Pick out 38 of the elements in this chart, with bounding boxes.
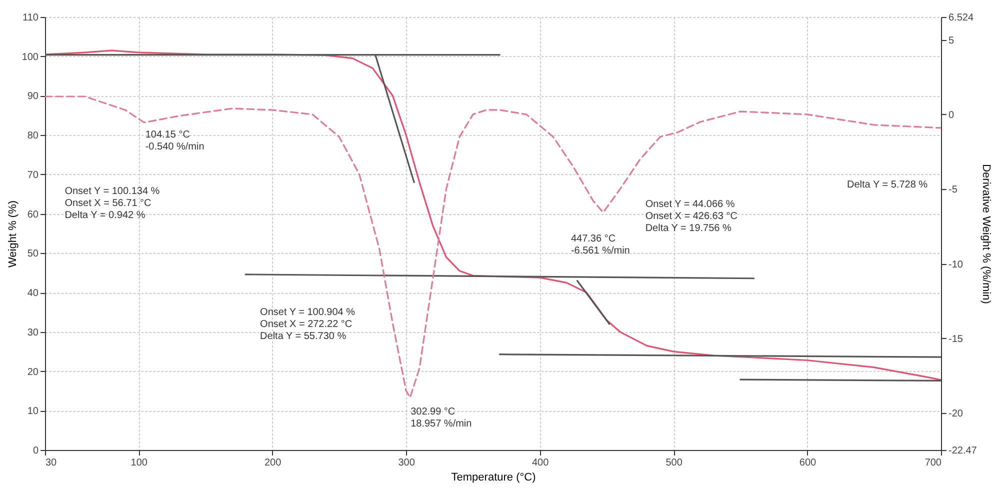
y-tick-label: 10 [27, 406, 39, 418]
y-tick-label: 60 [27, 209, 39, 220]
y-tick-label: 110 [22, 12, 39, 24]
y2-tick-label: -15 [948, 334, 964, 345]
x-tick-label: 200 [264, 458, 282, 468]
y2-tick-label: -5 [948, 184, 958, 196]
y-tick-label: 20 [27, 366, 39, 378]
x-tick-label: 300 [398, 458, 416, 468]
y-tick-label: 30 [27, 327, 39, 338]
y-tick-label: 50 [27, 248, 39, 260]
y2-tick-label: -22.47 [948, 446, 978, 456]
y2-tick-label: 5 [948, 35, 954, 46]
x-tick-label: 100 [130, 458, 148, 468]
y2-tick-label: 6.524 [948, 12, 974, 24]
x-tick-label: 400 [532, 458, 550, 468]
x-tick-label: 30 [46, 458, 58, 468]
annotation: Delta Y = 5.728 % [847, 179, 928, 190]
x-tick-label: 600 [799, 458, 817, 468]
y-tick-label: 100 [22, 52, 39, 63]
annotation: 104.15 °C -0.540 %/min [145, 130, 204, 153]
annotation: 447.36 °C -6.561 %/min [570, 234, 630, 256]
y2-axis-title: Derivative Weight % (%/min) [980, 164, 992, 304]
y-tick-label: 80 [27, 130, 39, 142]
annotation: Onset Y = 100.904 % Onset X = 272.22 °C Delta Y = 55.730 % [260, 307, 356, 342]
y2-tick-label: -10 [948, 259, 964, 270]
annotation: Onset Y = 44.066 % Onset X = 426.63 °C Delta Y = 19.756 % [645, 198, 738, 234]
y-tick-label: 40 [27, 288, 39, 300]
y-axis-title: Weight % (%) [6, 200, 19, 268]
y-tick-label: 70 [27, 170, 39, 181]
y-tick-label: 0 [32, 446, 39, 456]
y-tick-label: 90 [27, 91, 39, 102]
x-tick-label: 500 [666, 458, 683, 468]
annotation: 302.99 °C 18.957 %/min [410, 406, 472, 430]
x-tick-label: 700 [924, 458, 942, 468]
y2-tick-label: -20 [948, 408, 964, 420]
y2-tick-label: 0 [948, 110, 954, 121]
x-axis-title: Temperature (°C) [451, 472, 536, 484]
annotation: Onset Y = 100.134 % Onset X = 56.71 °C Delta Y = 0.942 % [64, 186, 160, 221]
